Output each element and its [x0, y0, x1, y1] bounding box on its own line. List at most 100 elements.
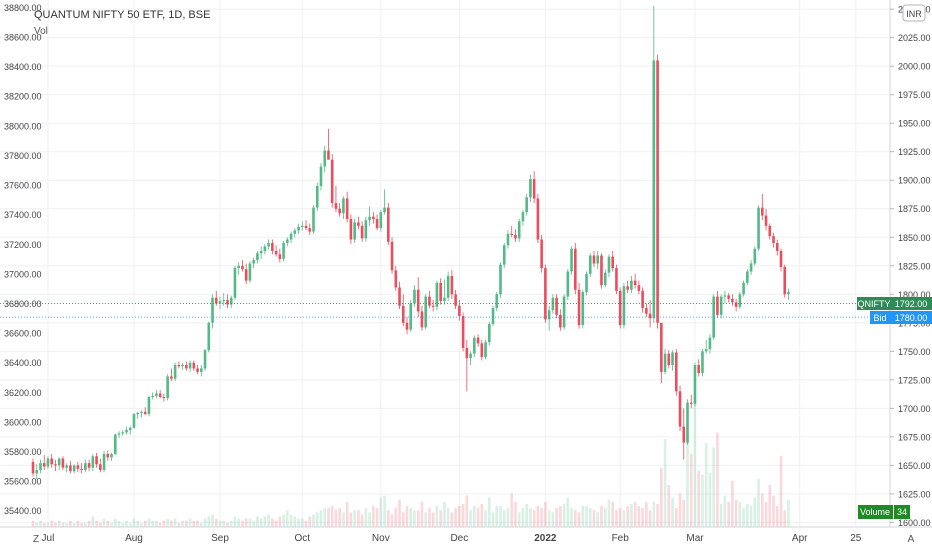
- candle-body: [435, 282, 439, 307]
- candle-body: [660, 322, 663, 372]
- candle-body: [439, 282, 442, 302]
- candle-body: [708, 337, 712, 350]
- candle-body: [734, 302, 738, 307]
- candle-body: [547, 310, 551, 320]
- volume-bar: [267, 514, 270, 527]
- volume-bar: [487, 497, 491, 527]
- volume-bar: [630, 503, 633, 527]
- candle-body: [65, 465, 68, 468]
- volume-bar: [200, 522, 203, 527]
- candle-body: [300, 225, 304, 227]
- left-axis-tick-label: 38200.00: [4, 92, 42, 102]
- left-axis-tick-label: 36800.00: [4, 299, 42, 309]
- candle-body: [353, 222, 356, 240]
- candle-body: [405, 322, 409, 330]
- candle-body: [719, 296, 723, 315]
- volume-bar: [117, 520, 121, 527]
- volume-bar: [61, 522, 65, 527]
- candle-body: [99, 464, 102, 470]
- candle-body: [140, 411, 143, 413]
- candle-body: [256, 253, 259, 261]
- volume-bar: [211, 514, 214, 527]
- volume-bar: [99, 522, 102, 527]
- volume-bar: [566, 497, 570, 527]
- volume-bar: [315, 512, 319, 527]
- volume-bar: [39, 520, 42, 527]
- volume-bar: [185, 520, 188, 527]
- candle-body: [35, 469, 39, 474]
- candle-body: [731, 298, 734, 303]
- volume-bar: [633, 501, 637, 527]
- volume-bar: [256, 516, 259, 527]
- volume-bars: [31, 397, 790, 527]
- volume-bar: [727, 501, 730, 527]
- volume-bar: [226, 522, 229, 527]
- candle-body: [630, 280, 633, 290]
- volume-bar: [192, 520, 196, 527]
- candle-body: [607, 256, 611, 273]
- volume-bar: [626, 506, 629, 527]
- candle-body: [218, 301, 222, 304]
- volume-bar: [110, 522, 113, 527]
- candle-body: [390, 241, 394, 271]
- candle-body: [510, 233, 514, 235]
- currency-label: INR: [906, 9, 922, 19]
- volume-bar: [768, 485, 772, 527]
- candle-body: [252, 260, 255, 264]
- candle-body: [319, 166, 323, 186]
- volume-bar: [80, 522, 83, 527]
- currency-button[interactable]: INR: [902, 4, 926, 22]
- volume-bar: [480, 503, 484, 527]
- candle-body: [188, 362, 192, 369]
- candle-body: [671, 352, 674, 366]
- volume-bar: [491, 512, 495, 527]
- volume-bar: [125, 520, 128, 527]
- right-axis-tick-label: 1750.00: [898, 347, 931, 357]
- candle-body: [214, 297, 218, 304]
- bid-price-value: 1780.00: [895, 313, 928, 323]
- candle-body: [229, 297, 233, 305]
- zoom-toggle-button[interactable]: Z: [33, 534, 39, 545]
- volume-bar: [244, 518, 248, 527]
- volume-bar: [151, 520, 154, 527]
- volume-bar: [76, 520, 80, 527]
- time-axis-tick-label: Feb: [612, 533, 630, 544]
- candle-body: [383, 207, 386, 213]
- volume-bar: [671, 497, 674, 527]
- volume-bar: [600, 506, 603, 527]
- volume-bar: [581, 506, 585, 527]
- candle-body: [50, 458, 53, 465]
- last-price-badge: QNIFTY 1792.00: [857, 297, 932, 310]
- volume-bar: [577, 512, 581, 527]
- volume-bar: [46, 522, 50, 527]
- volume-bar: [259, 518, 263, 527]
- candle-body: [345, 198, 349, 220]
- volume-bar: [405, 506, 409, 527]
- auto-scale-button[interactable]: A: [908, 534, 915, 545]
- candle-body: [274, 250, 278, 255]
- candle-body: [121, 432, 125, 434]
- candle-body: [626, 286, 629, 290]
- candle-body: [682, 426, 686, 443]
- candle-body: [753, 248, 757, 264]
- volume-bar: [682, 499, 686, 527]
- volume-bar: [783, 510, 787, 527]
- candle-body: [454, 294, 457, 306]
- candle-body: [394, 270, 398, 288]
- volume-bar: [349, 512, 353, 527]
- candle-body: [289, 233, 293, 240]
- volume-bar: [592, 510, 596, 527]
- volume-bar: [87, 520, 91, 527]
- volume-bar: [532, 510, 536, 527]
- volume-bar: [697, 470, 701, 527]
- volume-bar: [506, 508, 510, 527]
- candle-body: [603, 272, 607, 286]
- volume-bar: [551, 512, 555, 527]
- volume-bar: [196, 520, 199, 527]
- volume-bar: [607, 499, 611, 527]
- volume-bar: [162, 520, 166, 527]
- volume-bar: [641, 508, 644, 527]
- candle-body: [738, 294, 742, 307]
- candle-body: [200, 368, 203, 372]
- candle-body: [364, 220, 368, 239]
